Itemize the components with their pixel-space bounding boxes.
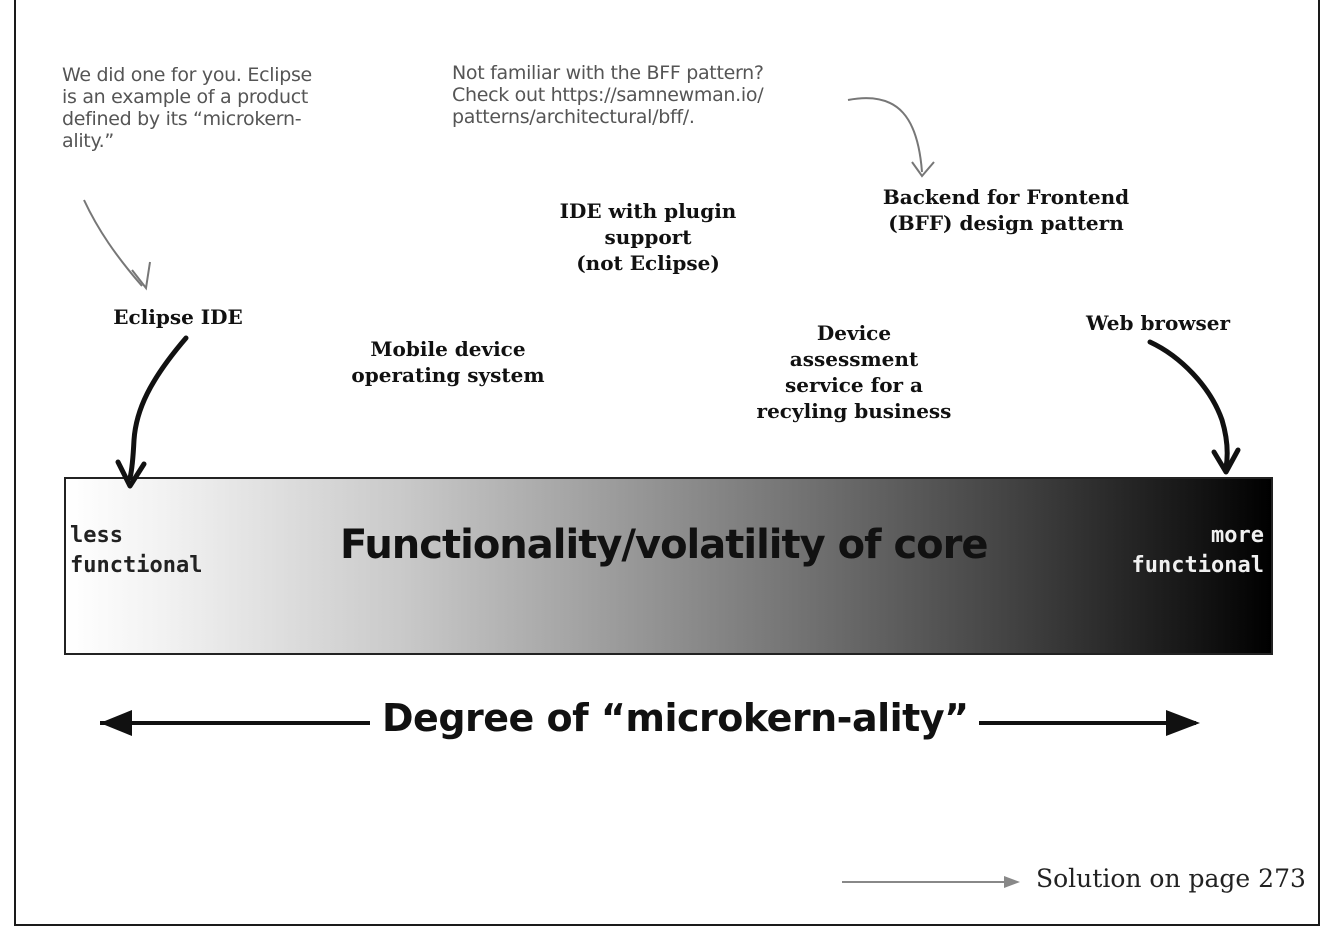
page-frame [14,0,1320,926]
bff-note-arrow-head [911,161,935,178]
bar-left-label: less functional [70,523,203,578]
browser-pointer-arrow [1147,339,1230,471]
eclipse-note-arrow [83,199,143,287]
axis-arrow-left-head [100,710,132,736]
solution-reference[interactable]: Solution on page 273 [1036,864,1306,893]
solution-arrow-head [1004,876,1020,888]
label-device-assessment: Device assessment service for a recyling… [756,321,952,423]
axis-title: Degree of “microkern-ality” [372,696,979,740]
label-ide-plugin: IDE with plugin support (not Eclipse) [559,199,737,275]
eclipse-note: We did one for you. Eclipse is an exampl… [62,64,312,152]
axis-arrow-right-head [1166,710,1200,736]
bar-right-label: more functional [1131,523,1264,578]
eclipse-pointer-arrow-head [115,459,147,489]
label-web-browser: Web browser [1085,311,1231,335]
browser-pointer-arrow-head [1211,447,1241,475]
bff-note: Not familiar with the BFF pattern? Check… [452,62,764,128]
label-bff: Backend for Frontend (BFF) design patter… [882,185,1130,235]
bar-title: Functionality/volatility of core [340,522,988,568]
eclipse-pointer-arrow [127,335,189,481]
bff-note-arrow [847,97,923,173]
eclipse-note-arrow-head [131,261,151,291]
functionality-gradient-bar [64,477,1273,655]
label-eclipse-ide: Eclipse IDE [113,305,243,329]
label-mobile-os: Mobile device operating system [351,337,545,387]
